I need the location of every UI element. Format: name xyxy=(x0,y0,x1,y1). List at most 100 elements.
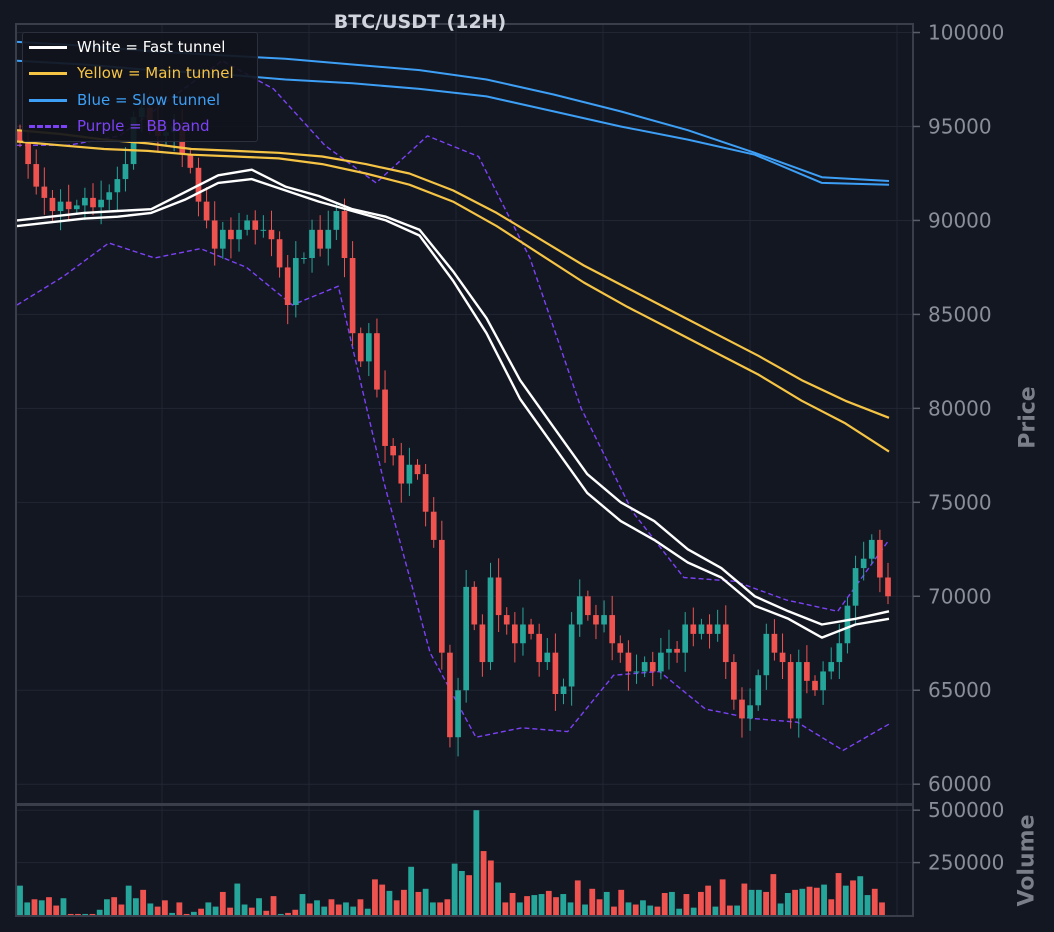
volume-bar xyxy=(285,912,291,915)
volume-bar xyxy=(748,889,755,915)
volume-bar xyxy=(111,897,118,915)
candle-body xyxy=(804,662,810,681)
candle-body xyxy=(73,205,80,210)
candle-body xyxy=(244,220,250,230)
price-tick-label: 85000 xyxy=(928,302,992,326)
series-line xyxy=(16,168,890,626)
candle-body xyxy=(787,662,794,719)
volume-bar xyxy=(140,889,147,915)
volume-bar xyxy=(509,892,516,915)
volume-panel-frame xyxy=(15,804,914,917)
candle-body xyxy=(763,633,770,676)
volume-bar xyxy=(835,873,842,915)
candle-body xyxy=(471,586,478,625)
candle-body xyxy=(82,197,88,206)
price-tick-label: 80000 xyxy=(928,396,992,420)
volume-bar xyxy=(683,894,690,915)
volume-bar xyxy=(611,906,617,915)
candle-body xyxy=(365,333,372,362)
candle-body xyxy=(552,652,559,695)
volume-bar xyxy=(292,909,299,915)
candle-body xyxy=(495,577,502,616)
volume-bar xyxy=(784,892,791,915)
volume-bar xyxy=(350,906,357,915)
candle-body xyxy=(625,652,632,672)
volume-bar xyxy=(531,895,538,915)
volume-bar xyxy=(429,902,436,915)
volume-bar xyxy=(422,888,429,915)
candle-body xyxy=(609,615,616,644)
volume-bar xyxy=(227,907,233,915)
volume-bar xyxy=(842,885,849,915)
volume-bar xyxy=(161,900,168,915)
volume-bar xyxy=(502,902,509,915)
volume-bar xyxy=(314,900,320,915)
volume-bar xyxy=(755,889,762,915)
candle-body xyxy=(868,539,875,559)
series-line xyxy=(16,140,890,453)
volume-bar xyxy=(871,888,878,915)
volume-bar xyxy=(328,899,335,915)
candle-body xyxy=(617,643,624,653)
candle-body xyxy=(860,558,867,569)
volume-bar xyxy=(234,883,241,915)
volume-bar xyxy=(277,913,284,915)
candle-body xyxy=(649,662,656,672)
candle-body xyxy=(90,197,96,208)
volume-bar xyxy=(321,906,328,915)
price-tick-label: 65000 xyxy=(928,678,992,702)
volume-bar xyxy=(792,889,798,915)
candle-body xyxy=(65,201,72,210)
candle-body xyxy=(333,211,340,230)
candle-body xyxy=(211,220,218,249)
candle-body xyxy=(674,648,680,653)
volume-bar xyxy=(458,870,465,915)
volume-bar xyxy=(813,887,820,915)
volume-bar xyxy=(118,904,125,915)
legend-item-fast-tunnel: White = Fast tunnel xyxy=(29,37,225,57)
legend-label-main: Yellow = Main tunnel xyxy=(77,64,234,82)
candle-body xyxy=(706,624,713,634)
candle-body xyxy=(430,511,437,540)
volume-bar xyxy=(821,884,827,915)
candle-body xyxy=(414,464,421,475)
volume-bar xyxy=(480,851,487,915)
candle-body xyxy=(658,652,664,672)
volume-bar xyxy=(625,902,632,915)
candle-body xyxy=(317,229,323,249)
legend-swatch-slow xyxy=(29,98,67,102)
volume-bar xyxy=(46,897,52,915)
legend: White = Fast tunnel Yellow = Main tunnel… xyxy=(22,32,258,142)
candle-body xyxy=(41,186,48,198)
price-tick-label: 90000 xyxy=(928,208,992,232)
candle-body xyxy=(252,220,259,230)
candle-body xyxy=(17,130,23,142)
candle-body xyxy=(641,662,648,672)
candle-body xyxy=(382,389,388,446)
volume-bar xyxy=(669,891,675,915)
candle-body xyxy=(731,662,737,700)
volume-bar xyxy=(306,903,313,915)
candle-body xyxy=(374,333,380,390)
volume-bar xyxy=(582,904,588,915)
volume-bar xyxy=(516,902,523,915)
volume-bar xyxy=(437,902,444,915)
volume-bar xyxy=(357,899,364,915)
legend-label-slow: Blue = Slow tunnel xyxy=(77,91,220,109)
candle-body xyxy=(49,197,56,212)
volume-bar xyxy=(618,889,625,915)
volume-bar xyxy=(864,895,871,915)
volume-tick-label: 250000 xyxy=(928,851,1004,875)
candle-body xyxy=(57,201,64,212)
volume-bar xyxy=(451,863,458,915)
candle-body xyxy=(122,164,129,180)
candle-body xyxy=(812,680,818,691)
volume-bar xyxy=(806,886,813,915)
volume-bar xyxy=(133,898,139,915)
volume-bar xyxy=(538,894,545,915)
candle-body xyxy=(228,229,234,240)
volume-bar xyxy=(75,913,81,915)
price-tick-label: 100000 xyxy=(928,21,1004,45)
candle-body xyxy=(398,455,405,484)
